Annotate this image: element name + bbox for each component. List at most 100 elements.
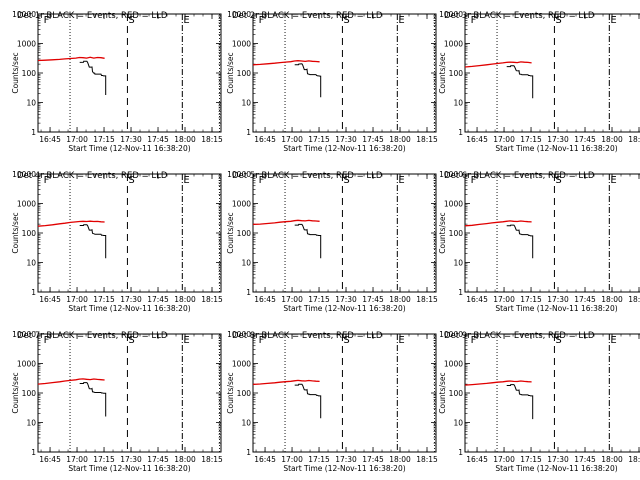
detector-panel-7: Det 7r BLACK = Events, RED = LLD 1 10 100 10… bbox=[11, 330, 223, 473]
x-axis-label: Start Time (12-Nov-11 16:38:20) bbox=[68, 304, 190, 313]
y-tick-label: 1 bbox=[31, 448, 36, 457]
x-tick-label: 17:45 bbox=[147, 295, 169, 304]
x-tick-label: 16:45 bbox=[254, 455, 276, 464]
end-marker: E bbox=[183, 15, 189, 26]
panel-title: Det 1r BLACK = Events, RED = LLD bbox=[17, 11, 168, 21]
y-tick-label: 1 bbox=[31, 128, 36, 137]
x-tick-label: 17:15 bbox=[520, 295, 542, 304]
x-axis-label: Start Time (12-Nov-11 16:38:20) bbox=[495, 464, 617, 473]
x-tick-label: 18:00 bbox=[601, 135, 623, 144]
x-tick-label: 18:15 bbox=[201, 135, 223, 144]
y-tick-label: 10000 bbox=[12, 10, 36, 19]
plot-frame bbox=[37, 173, 222, 293]
detector-panel-1: Det 1r BLACK = Events, RED = LLD 1 10 100 10… bbox=[11, 10, 223, 153]
x-tick-label: 18:00 bbox=[389, 455, 411, 464]
y-axis-label: Counts/sec bbox=[11, 52, 20, 93]
y-tick-label: 1 bbox=[31, 288, 36, 297]
flare-marker: F bbox=[471, 175, 477, 186]
start-marker: S bbox=[128, 15, 134, 26]
y-tick-label: 1 bbox=[246, 448, 251, 457]
x-tick-label: 18:00 bbox=[174, 455, 196, 464]
y-axis-label: Counts/sec bbox=[438, 372, 447, 413]
events-series-line bbox=[79, 382, 107, 417]
y-tick-label: 10000 bbox=[227, 170, 251, 179]
lld-series-line bbox=[37, 220, 105, 227]
x-axis-label: Start Time (12-Nov-11 16:38:20) bbox=[495, 304, 617, 313]
y-tick-label: 10000 bbox=[227, 10, 251, 19]
x-tick-label: 17:00 bbox=[493, 455, 515, 464]
x-tick-label: 17:15 bbox=[93, 295, 115, 304]
y-tick-label: 10 bbox=[26, 419, 36, 428]
y-tick-label: 100 bbox=[449, 389, 464, 398]
start-marker: S bbox=[343, 175, 349, 186]
flare-marker: F bbox=[471, 15, 477, 26]
end-marker: E bbox=[610, 15, 616, 26]
x-tick-label: 18:15 bbox=[416, 455, 438, 464]
x-tick-label: 18:00 bbox=[601, 455, 623, 464]
plot-frame bbox=[252, 173, 437, 293]
x-tick-label: 17:45 bbox=[574, 295, 596, 304]
y-tick-label: 100 bbox=[237, 69, 252, 78]
x-tick-label: 17:15 bbox=[308, 135, 330, 144]
x-tick-label: 17:00 bbox=[66, 135, 88, 144]
x-tick-label: 17:15 bbox=[308, 295, 330, 304]
flare-marker: F bbox=[44, 15, 50, 26]
x-tick-label: 17:30 bbox=[547, 295, 569, 304]
x-tick-label: 16:45 bbox=[39, 295, 61, 304]
flare-marker: F bbox=[259, 175, 265, 186]
lld-series-line bbox=[37, 378, 105, 385]
y-tick-label: 1 bbox=[458, 448, 463, 457]
detector-panel-8: Det 8r BLACK = Events, RED = LLD 1 10 100 10… bbox=[226, 330, 438, 473]
x-tick-label: 18:15 bbox=[201, 295, 223, 304]
y-tick-label: 1000 bbox=[17, 200, 36, 209]
panel-title: Det 8r BLACK = Events, RED = LLD bbox=[232, 331, 383, 341]
x-axis-label: Start Time (12-Nov-11 16:38:20) bbox=[68, 464, 190, 473]
x-tick-label: 17:30 bbox=[120, 135, 142, 144]
plot-frame bbox=[252, 13, 437, 133]
flare-marker: F bbox=[44, 335, 50, 346]
y-tick-label: 100 bbox=[237, 229, 252, 238]
detector-panel-9: Det 9r BLACK = Events, RED = LLD 1 10 100 10… bbox=[438, 330, 640, 473]
lld-series-line bbox=[252, 379, 320, 386]
lld-series-line bbox=[464, 380, 532, 386]
x-axis-label: Start Time (12-Nov-11 16:38:20) bbox=[283, 144, 405, 153]
y-tick-label: 100 bbox=[237, 389, 252, 398]
x-tick-label: 18:00 bbox=[389, 135, 411, 144]
y-tick-label: 10 bbox=[453, 419, 463, 428]
end-marker: E bbox=[183, 175, 189, 186]
y-tick-label: 1000 bbox=[444, 200, 463, 209]
y-tick-label: 10 bbox=[453, 259, 463, 268]
y-tick-label: 1000 bbox=[444, 40, 463, 49]
y-tick-label: 1000 bbox=[17, 360, 36, 369]
y-tick-label: 10 bbox=[241, 99, 251, 108]
events-series-line bbox=[294, 383, 322, 419]
y-tick-label: 1000 bbox=[17, 40, 36, 49]
y-tick-label: 1000 bbox=[232, 360, 251, 369]
end-marker: E bbox=[398, 15, 404, 26]
y-axis-label: Counts/sec bbox=[226, 212, 235, 253]
x-tick-label: 17:30 bbox=[335, 295, 357, 304]
y-tick-label: 10000 bbox=[439, 330, 463, 339]
events-series-line bbox=[294, 63, 322, 98]
y-axis-label: Counts/sec bbox=[226, 52, 235, 93]
x-tick-label: 16:45 bbox=[466, 135, 488, 144]
x-axis-label: Start Time (12-Nov-11 16:38:20) bbox=[283, 304, 405, 313]
y-tick-label: 1000 bbox=[232, 200, 251, 209]
x-tick-label: 17:15 bbox=[93, 135, 115, 144]
plot-frame bbox=[464, 333, 640, 453]
lld-series-line bbox=[252, 60, 320, 66]
detector-panel-2: Det 2r BLACK = Events, RED = LLD 1 10 100 10… bbox=[226, 10, 438, 153]
x-tick-label: 17:15 bbox=[520, 135, 542, 144]
y-tick-label: 100 bbox=[22, 389, 37, 398]
y-axis-label: Counts/sec bbox=[438, 212, 447, 253]
y-tick-label: 100 bbox=[22, 229, 37, 238]
panel-title: Det 4r BLACK = Events, RED = LLD bbox=[17, 171, 168, 181]
end-marker: E bbox=[183, 335, 189, 346]
x-tick-label: 17:00 bbox=[66, 455, 88, 464]
x-tick-label: 17:45 bbox=[574, 135, 596, 144]
x-tick-label: 17:45 bbox=[362, 135, 384, 144]
y-tick-label: 1 bbox=[458, 128, 463, 137]
x-tick-label: 17:15 bbox=[308, 455, 330, 464]
x-tick-label: 17:00 bbox=[66, 295, 88, 304]
